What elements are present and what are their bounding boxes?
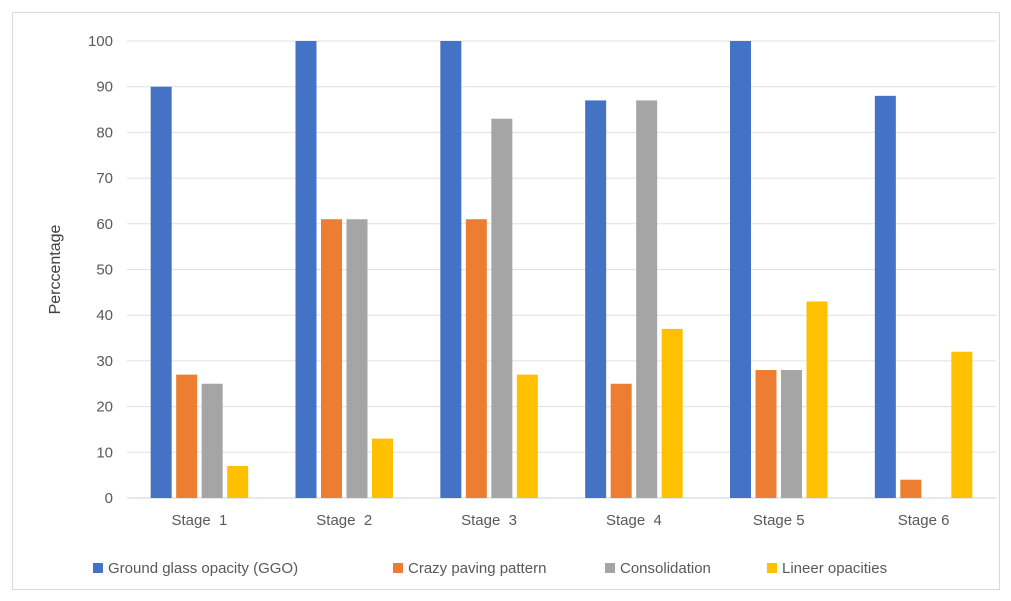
bar-ground-glass-opacity-ggo-stage-1 [150,86,172,498]
y-tick-label: 20 [96,399,113,416]
bar-crazy-paving-pattern-stage-2 [321,219,342,499]
legend-label-consolidation: Consolidation [620,560,711,577]
chart-frame: 0 10 20 30 40 50 60 70 80 90 100 Stage 1 Stage 2 Sta… [12,12,1000,590]
legend-label-ground-glass-opacity-ggo: Ground glass opacity (GGO) [108,560,298,577]
y-tick-label: 50 [96,262,113,279]
bars [150,41,973,499]
x-tick-label: Stage 4 [606,512,662,529]
bar-lineer-opacities-stage-1 [227,466,249,498]
y-tick-label: 70 [96,170,113,187]
bar-lineer-opacities-stage-2 [372,438,393,498]
y-tick-label: 40 [96,307,113,324]
bar-consolidation-stage-1 [201,383,223,498]
bar-consolidation-stage-2 [346,219,368,499]
bar-consolidation-stage-3 [491,118,513,498]
y-axis-ticks: 0 10 20 30 40 50 60 70 80 90 100 [88,33,113,507]
y-tick-label: 80 [96,124,113,141]
legend-swatch-ground-glass-opacity-ggo [93,563,103,573]
x-tick-label: Stage 3 [461,512,517,529]
bar-crazy-paving-pattern-stage-1 [176,374,198,498]
x-axis-ticks: Stage 1 Stage 2 Stage 3 Stage 4 Stage 5 Stage… [171,512,949,529]
y-axis-title: Perccentage [47,224,64,314]
bar-lineer-opacities-stage-3 [516,374,538,498]
x-tick-label: Stage 5 [753,512,805,529]
y-tick-label: 0 [105,490,113,507]
bar-ground-glass-opacity-ggo-stage-2 [295,41,317,498]
y-tick-label: 90 [96,79,113,96]
bar-crazy-paving-pattern-stage-5 [755,370,777,498]
bar-ground-glass-opacity-ggo-stage-6 [874,95,896,498]
x-tick-label: Stage 2 [316,512,372,529]
bar-lineer-opacities-stage-4 [661,328,683,498]
bar-ground-glass-opacity-ggo-stage-3 [440,41,462,498]
legend-swatch-crazy-paving-pattern [393,563,403,573]
bar-ground-glass-opacity-ggo-stage-4 [585,100,607,498]
y-tick-label: 10 [96,444,113,461]
bar-consolidation-stage-5 [781,370,802,498]
x-tick-label: Stage 1 [171,512,227,529]
bar-crazy-paving-pattern-stage-4 [610,383,632,498]
bar-lineer-opacities-stage-5 [806,301,828,498]
gridlines [127,40,996,499]
x-tick-label: Stage 6 [898,512,950,529]
bar-crazy-paving-pattern-stage-6 [900,479,922,498]
legend-label-crazy-paving-pattern: Crazy paving pattern [408,560,546,577]
legend-label-lineer-opacities: Lineer opacities [782,560,887,577]
y-tick-label: 60 [96,216,113,233]
bar-lineer-opacities-stage-6 [951,351,973,498]
y-tick-label: 30 [96,353,113,370]
legend-swatch-lineer-opacities [767,563,777,573]
y-tick-label: 100 [88,33,113,50]
bar-ground-glass-opacity-ggo-stage-5 [730,41,751,498]
legend: Ground glass opacity (GGO) Crazy paving p… [93,560,887,577]
bar-consolidation-stage-4 [636,100,658,498]
legend-swatch-consolidation [605,563,615,573]
bar-crazy-paving-pattern-stage-3 [465,219,487,499]
